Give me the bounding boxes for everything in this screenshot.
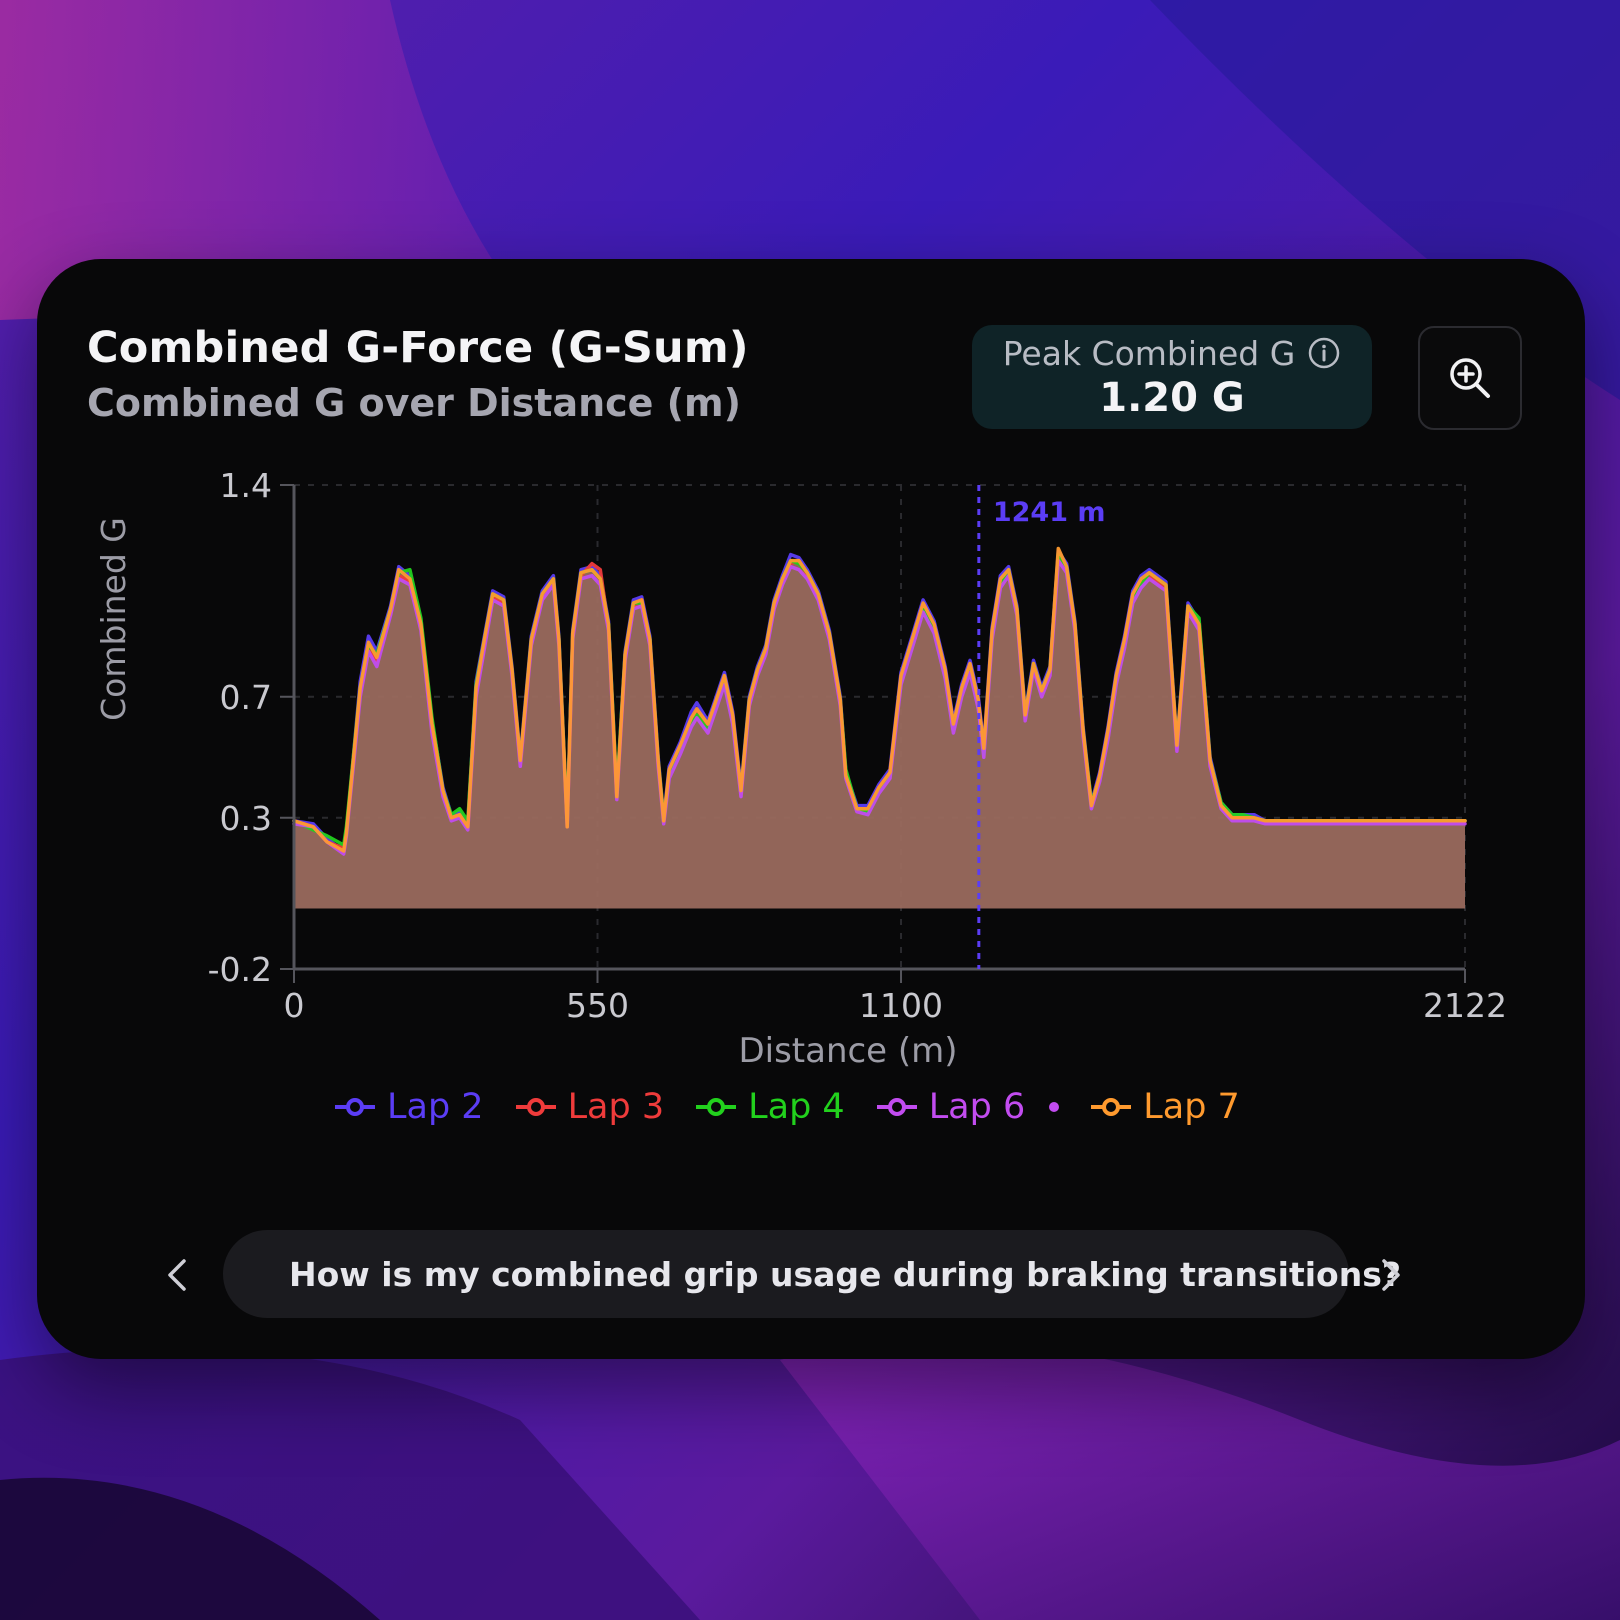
x-axis-label: Distance (m) xyxy=(738,1031,957,1071)
active-lap-dot xyxy=(1049,1102,1060,1112)
legend-marker-icon xyxy=(1091,1098,1132,1116)
legend-marker-icon xyxy=(515,1098,556,1116)
legend-item-lap-7[interactable]: Lap 7 xyxy=(1089,1087,1240,1127)
g-force-chart[interactable]: 1.4 0.7 0.3 -0.2 0 550 1100 2122 1241 m Combine… xyxy=(37,259,1585,1359)
legend-label: Lap 7 xyxy=(1143,1087,1240,1127)
y-tick-label: 0.3 xyxy=(220,799,272,838)
legend-label: Lap 2 xyxy=(387,1087,484,1127)
y-tick-label: 1.4 xyxy=(220,466,272,505)
legend-label: Lap 3 xyxy=(567,1087,665,1127)
legend-item-lap-2[interactable]: Lap 2 xyxy=(333,1087,484,1127)
y-tick-label: 0.7 xyxy=(220,678,272,717)
y-tick-label: -0.2 xyxy=(208,950,272,989)
zoom-in-icon xyxy=(1450,358,1490,398)
chart-card: Combined G-Force (G-Sum) Combined G over… xyxy=(37,259,1585,1359)
legend-item-lap-6[interactable]: Lap 6 xyxy=(875,1087,1060,1127)
legend-item-lap-4[interactable]: Lap 4 xyxy=(694,1087,845,1127)
chevron-right-icon xyxy=(1382,1259,1400,1291)
x-tick-label: 550 xyxy=(566,986,629,1025)
legend-marker-icon xyxy=(696,1098,737,1116)
legend-label: Lap 4 xyxy=(748,1087,845,1127)
x-tick-label: 1100 xyxy=(859,986,943,1025)
area-fill xyxy=(294,548,1465,909)
legend-marker-icon xyxy=(876,1098,917,1116)
card-subtitle: Combined G over Distance (m) xyxy=(87,381,742,425)
legend-item-lap-3[interactable]: Lap 3 xyxy=(514,1087,665,1127)
prev-suggestion-button[interactable] xyxy=(153,1245,201,1305)
legend-marker-icon xyxy=(335,1098,375,1116)
suggested-question-text: How is my combined grip usage during bra… xyxy=(289,1254,1401,1294)
x-tick-label: 0 xyxy=(284,986,305,1025)
zoom-button[interactable] xyxy=(1418,326,1522,430)
peak-value: 1.20 G xyxy=(1099,374,1245,421)
info-circle-icon[interactable] xyxy=(1307,336,1341,370)
suggested-question[interactable]: How is my combined grip usage during bra… xyxy=(223,1230,1401,1318)
x-tick-label: 2122 xyxy=(1423,986,1507,1025)
peak-stat: Peak Combined G 1.20 G xyxy=(972,325,1372,429)
legend-label: Lap 6 xyxy=(928,1087,1026,1127)
peak-label: Peak Combined G xyxy=(1002,333,1296,373)
series-line-lap-7[interactable] xyxy=(292,546,1467,853)
card-title: Combined G-Force (G-Sum) xyxy=(87,323,749,373)
chart-legend: Lap 2 Lap 3 Lap 4 Lap 6 Lap 7 xyxy=(333,1087,1240,1127)
y-axis-label: Combined G xyxy=(94,517,133,721)
cursor-label: 1241 m xyxy=(993,497,1106,528)
next-suggestion-button[interactable] xyxy=(1367,1245,1415,1305)
chevron-left-icon xyxy=(168,1259,186,1291)
